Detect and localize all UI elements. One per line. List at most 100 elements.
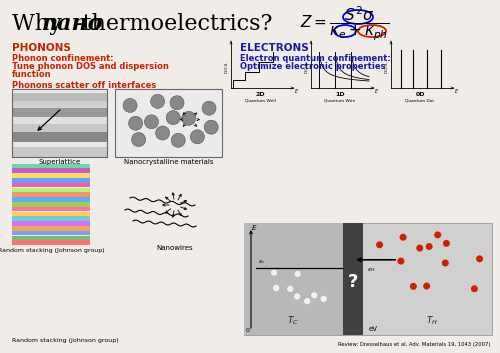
Text: Tune phonon DOS and dispersion: Tune phonon DOS and dispersion <box>12 62 169 71</box>
Circle shape <box>434 231 441 238</box>
Text: Random stacking (Johnson group): Random stacking (Johnson group) <box>12 338 118 343</box>
Bar <box>244 223 492 335</box>
Bar <box>12 101 107 108</box>
Text: D.O.S.: D.O.S. <box>305 61 309 73</box>
Bar <box>12 226 90 231</box>
Text: 0D: 0D <box>415 92 425 97</box>
Circle shape <box>202 101 216 115</box>
Circle shape <box>190 130 204 144</box>
Text: E: E <box>455 89 458 94</box>
Circle shape <box>416 245 423 252</box>
Bar <box>12 132 107 142</box>
Bar <box>12 202 90 207</box>
Bar <box>12 211 90 216</box>
Text: D.O.S.: D.O.S. <box>225 61 229 73</box>
Circle shape <box>182 111 196 125</box>
Bar <box>12 197 90 202</box>
Circle shape <box>304 298 310 305</box>
Bar <box>12 192 90 197</box>
Text: PHONONS: PHONONS <box>12 43 71 53</box>
Text: Quantum Wire: Quantum Wire <box>324 98 356 102</box>
Circle shape <box>442 259 449 267</box>
Bar <box>12 183 90 187</box>
Circle shape <box>476 255 483 262</box>
Circle shape <box>287 285 294 292</box>
Circle shape <box>471 285 478 292</box>
Text: 0: 0 <box>246 328 250 333</box>
Text: -thermoelectrics?: -thermoelectrics? <box>75 13 272 35</box>
Bar <box>12 240 90 245</box>
Text: Superlattice: Superlattice <box>38 159 80 165</box>
Circle shape <box>166 110 180 125</box>
Circle shape <box>320 295 327 303</box>
Circle shape <box>144 115 158 129</box>
Bar <box>115 89 222 157</box>
Text: E: E <box>375 89 378 94</box>
Circle shape <box>270 269 278 276</box>
Text: $Z = \dfrac{S^2\sigma}{\kappa_e + \kappa_{ph}}$: $Z = \dfrac{S^2\sigma}{\kappa_e + \kappa… <box>300 5 389 43</box>
Text: 2D: 2D <box>255 92 265 97</box>
Text: Why: Why <box>12 13 69 35</box>
Text: D.O.S.: D.O.S. <box>385 61 389 73</box>
Text: 1D: 1D <box>335 92 345 97</box>
Circle shape <box>123 98 137 112</box>
Bar <box>12 221 90 226</box>
Circle shape <box>171 133 185 147</box>
Text: Review: Dresselhaus et al, Adv. Materials 19, 1043 (2007): Review: Dresselhaus et al, Adv. Material… <box>338 342 490 347</box>
Text: E: E <box>252 225 256 231</box>
Bar <box>12 231 90 235</box>
Bar <box>12 147 107 157</box>
Text: Electron quantum confinement:: Electron quantum confinement: <box>240 54 391 63</box>
Circle shape <box>443 240 450 247</box>
Circle shape <box>170 96 184 110</box>
Circle shape <box>204 120 218 134</box>
Bar <box>12 93 107 101</box>
Bar <box>12 178 90 183</box>
Text: Quantum Dot: Quantum Dot <box>406 98 434 102</box>
Bar <box>12 163 90 168</box>
Circle shape <box>423 282 430 289</box>
Bar <box>12 142 107 147</box>
Bar <box>12 168 90 173</box>
Text: Nanocrystalline materials: Nanocrystalline materials <box>124 159 213 165</box>
Circle shape <box>400 234 406 241</box>
Circle shape <box>156 126 170 140</box>
Bar <box>12 173 90 178</box>
Bar <box>12 124 107 132</box>
Circle shape <box>132 132 145 146</box>
Text: Phonons scatter off interfaces: Phonons scatter off interfaces <box>12 81 156 90</box>
Bar <box>244 223 353 335</box>
Text: E: E <box>295 89 298 94</box>
Bar <box>12 108 107 117</box>
Text: ?: ? <box>348 273 358 291</box>
Bar <box>343 223 363 335</box>
Circle shape <box>398 258 404 265</box>
Text: function: function <box>12 70 51 79</box>
Circle shape <box>294 270 301 277</box>
Bar <box>12 216 90 221</box>
Text: $\epsilon_c$: $\epsilon_c$ <box>258 258 266 266</box>
Bar <box>12 235 90 240</box>
Circle shape <box>272 285 280 292</box>
Circle shape <box>376 241 383 248</box>
Circle shape <box>410 283 417 290</box>
Circle shape <box>294 293 300 300</box>
Text: Random stacking (Johnson group): Random stacking (Johnson group) <box>0 248 104 253</box>
Bar <box>12 89 107 157</box>
Bar <box>12 89 107 93</box>
Text: nano: nano <box>42 13 104 35</box>
Circle shape <box>426 243 432 250</box>
Text: $T_C$: $T_C$ <box>287 315 299 327</box>
Text: Nanowires: Nanowires <box>156 245 194 251</box>
Text: Quantum Well: Quantum Well <box>244 98 276 102</box>
Text: Optimize electronic properties: Optimize electronic properties <box>240 62 386 71</box>
Circle shape <box>128 116 142 130</box>
Text: $\epsilon_H$: $\epsilon_H$ <box>367 266 376 274</box>
Bar <box>12 207 90 211</box>
Bar <box>12 187 90 192</box>
Text: Phonon confinement:: Phonon confinement: <box>12 54 114 63</box>
Text: eV: eV <box>368 326 378 332</box>
Circle shape <box>150 94 164 108</box>
Bar <box>12 117 107 124</box>
Circle shape <box>311 292 318 299</box>
